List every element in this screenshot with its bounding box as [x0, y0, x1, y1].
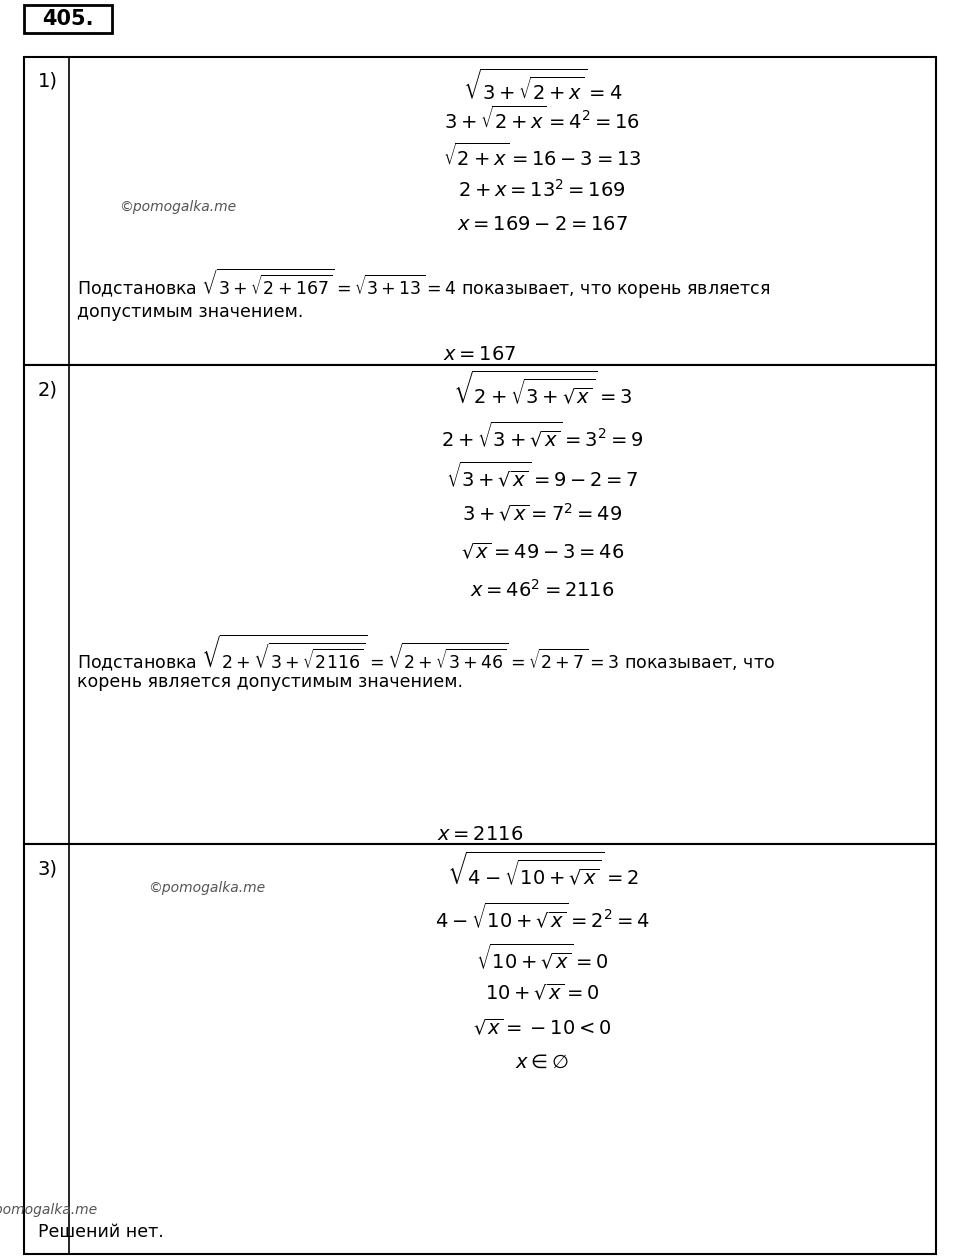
Text: $x = 2116$: $x = 2116$ — [437, 824, 523, 844]
Text: ©pomogalka.me: ©pomogalka.me — [0, 1202, 97, 1217]
Text: ©pomogalka.me: ©pomogalka.me — [119, 199, 236, 214]
Bar — [24, 844, 936, 1254]
Text: Решений нет.: Решений нет. — [38, 1223, 164, 1241]
Text: $4 - \sqrt{10 + \sqrt{x}} = 2^2 = 4$: $4 - \sqrt{10 + \sqrt{x}} = 2^2 = 4$ — [435, 902, 650, 932]
Text: $x = 167$: $x = 167$ — [444, 344, 516, 364]
Text: $x \in \varnothing$: $x \in \varnothing$ — [516, 1052, 569, 1072]
Bar — [24, 57, 936, 365]
Bar — [24, 5, 112, 33]
Text: корень является допустимым значением.: корень является допустимым значением. — [77, 673, 463, 690]
Text: $3 + \sqrt{x} = 7^2 = 49$: $3 + \sqrt{x} = 7^2 = 49$ — [463, 503, 622, 525]
Text: $\sqrt{x} = 49 - 3 = 46$: $\sqrt{x} = 49 - 3 = 46$ — [461, 542, 624, 562]
Text: $2 + x = 13^2 = 169$: $2 + x = 13^2 = 169$ — [459, 179, 626, 202]
Text: 2): 2) — [37, 381, 58, 399]
Text: ©pomogalka.me: ©pomogalka.me — [148, 881, 265, 896]
Text: 405.: 405. — [42, 9, 94, 29]
Text: $\sqrt{3 + \sqrt{x}} = 9 - 2 = 7$: $\sqrt{3 + \sqrt{x}} = 9 - 2 = 7$ — [446, 461, 638, 491]
Text: допустимым значением.: допустимым значением. — [77, 304, 303, 321]
Text: $2 + \sqrt{3 + \sqrt{x}} = 3^2 = 9$: $2 + \sqrt{3 + \sqrt{x}} = 3^2 = 9$ — [442, 421, 643, 451]
Text: $\sqrt{3 + \sqrt{2 + x}} = 4$: $\sqrt{3 + \sqrt{2 + x}} = 4$ — [463, 68, 622, 103]
Text: $\sqrt{x} = -10 < 0$: $\sqrt{x} = -10 < 0$ — [473, 1018, 612, 1038]
Bar — [24, 365, 936, 844]
Text: $\sqrt{2 + \sqrt{3 + \sqrt{x}}} = 3$: $\sqrt{2 + \sqrt{3 + \sqrt{x}}} = 3$ — [452, 369, 633, 407]
Text: $\sqrt{4 - \sqrt{10 + \sqrt{x}}} = 2$: $\sqrt{4 - \sqrt{10 + \sqrt{x}}} = 2$ — [446, 850, 638, 888]
Text: 3): 3) — [37, 859, 58, 878]
Text: $x = 169 - 2 = 167$: $x = 169 - 2 = 167$ — [457, 214, 628, 234]
Text: $3 + \sqrt{2 + x} = 4^2 = 16$: $3 + \sqrt{2 + x} = 4^2 = 16$ — [444, 106, 640, 134]
Text: $\sqrt{2 + x} = 16 - 3 = 13$: $\sqrt{2 + x} = 16 - 3 = 13$ — [444, 142, 641, 170]
Text: $10 + \sqrt{x} = 0$: $10 + \sqrt{x} = 0$ — [485, 983, 600, 1003]
Text: Подстановка $\sqrt{2 + \sqrt{3 + \sqrt{2116}}} = \sqrt{2 + \sqrt{3 + 46}} = \sqr: Подстановка $\sqrt{2 + \sqrt{3 + \sqrt{2… — [77, 633, 775, 673]
Text: $\sqrt{10 + \sqrt{x}} = 0$: $\sqrt{10 + \sqrt{x}} = 0$ — [476, 942, 609, 973]
Text: 1): 1) — [37, 72, 58, 91]
Text: Подстановка $\sqrt{3 + \sqrt{2 + 167}} = \sqrt{3 + 13} = 4$ показывает, что коре: Подстановка $\sqrt{3 + \sqrt{2 + 167}} =… — [77, 266, 770, 301]
Text: $x = 46^2 = 2116$: $x = 46^2 = 2116$ — [470, 578, 614, 601]
